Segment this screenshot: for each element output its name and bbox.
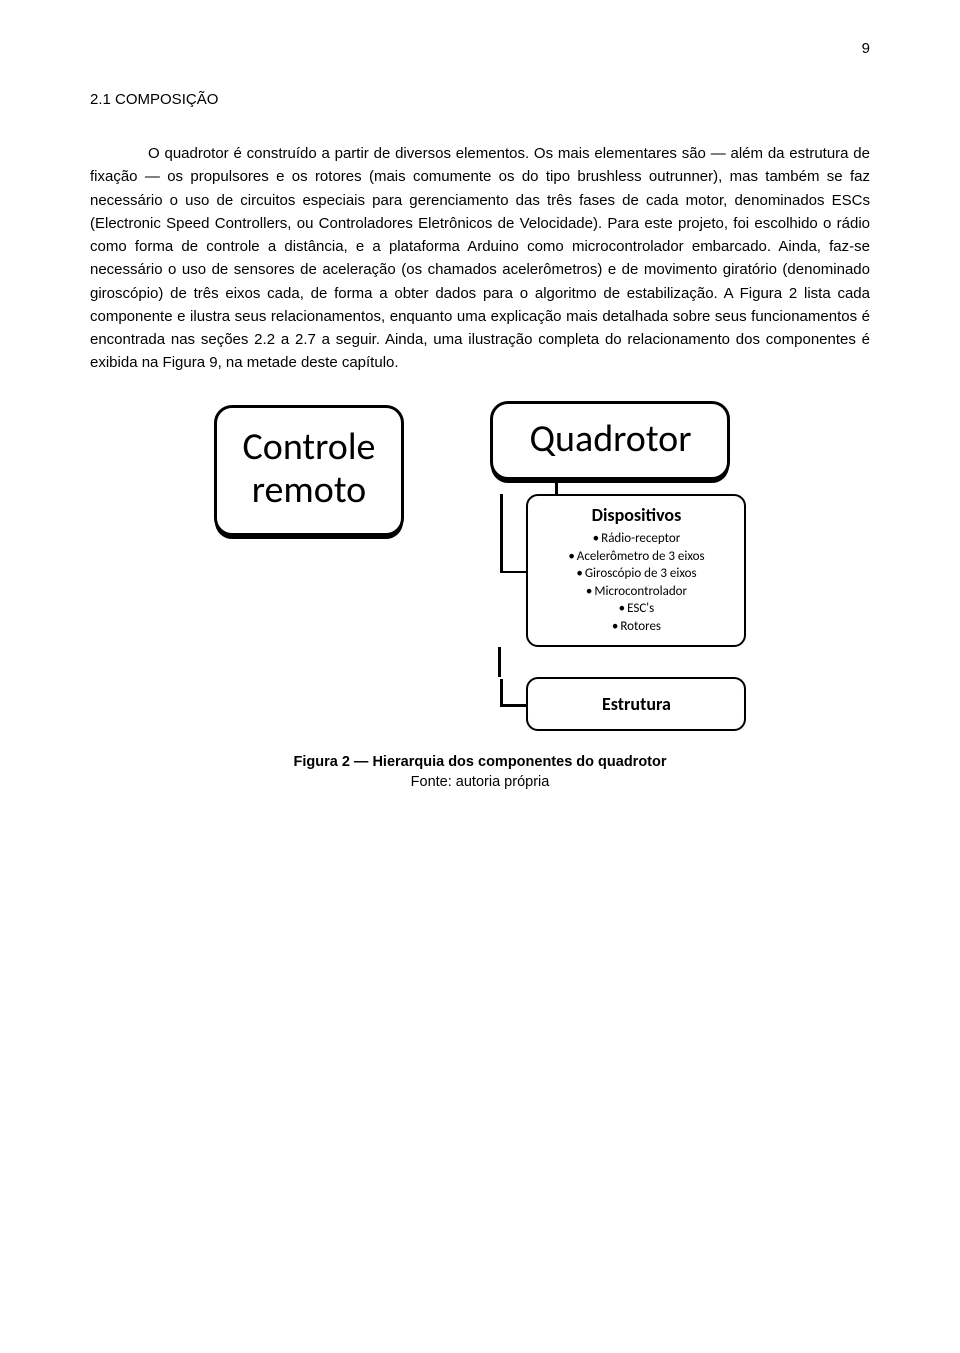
caption-line2: Fonte: autoria própria: [90, 773, 870, 793]
list-item: Rotores: [540, 618, 732, 636]
dispositivos-list: Rádio-receptor Acelerômetro de 3 eixos G…: [540, 530, 732, 635]
estrutura-box: Estrutura: [526, 677, 746, 731]
figure-caption: Figura 2 — Hierarquia dos componentes do…: [90, 753, 870, 792]
list-item: Microcontrolador: [540, 583, 732, 601]
remote-control-box: Controle remoto: [214, 405, 405, 536]
page-number: 9: [90, 40, 870, 57]
remote-label-line1: Controle: [243, 426, 376, 470]
section-title: 2.1 COMPOSIÇÃO: [90, 91, 870, 108]
list-item: Giroscópio de 3 eixos: [540, 565, 732, 583]
dispositivos-box: Dispositivos Rádio-receptor Acelerômetro…: [526, 494, 746, 647]
estrutura-title: Estrutura: [540, 693, 732, 715]
caption-line1: Figura 2 — Hierarquia dos componentes do…: [90, 753, 870, 773]
dispositivos-title: Dispositivos: [540, 504, 732, 526]
body-paragraph: O quadrotor é construído a partir de div…: [90, 142, 870, 375]
list-item: Acelerômetro de 3 eixos: [540, 548, 732, 566]
remote-label-line2: remoto: [243, 469, 376, 513]
component-diagram: Controle remoto Quadrotor Dispositivos R…: [90, 401, 870, 732]
quadrotor-box: Quadrotor: [490, 401, 730, 481]
connector-line: [555, 478, 558, 494]
list-item: Rádio-receptor: [540, 530, 732, 548]
quadrotor-label: Quadrotor: [529, 418, 691, 462]
list-item: ESC's: [540, 600, 732, 618]
